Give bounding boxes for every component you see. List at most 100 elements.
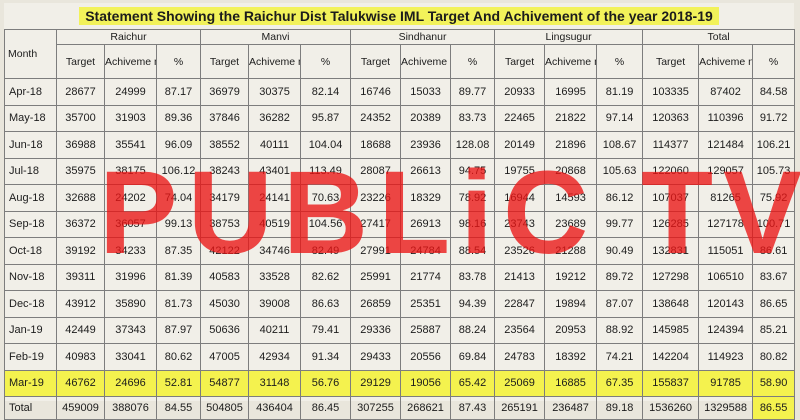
table-cell: 121484	[698, 131, 754, 159]
table-cell: 24783	[494, 343, 546, 371]
table-cell: 25991	[350, 263, 402, 291]
table-row: Jun-18 36988 35541 96.09 38552 40111 104.04 186…	[4, 131, 796, 159]
table-cell: 38243	[200, 157, 250, 185]
table-cell: 21288	[544, 237, 598, 265]
table-cell: 89.36	[155, 104, 202, 132]
table-cell: 23564	[494, 316, 546, 344]
table-cell: 14593	[544, 184, 598, 212]
table-cell: 40111	[248, 131, 302, 159]
table-cell: 90.49	[596, 237, 644, 265]
total-cell: 1329588	[698, 396, 754, 420]
table-cell: 38753	[200, 210, 250, 238]
month-cell: Apr-18	[4, 78, 57, 106]
table-cell: 138648	[642, 290, 700, 318]
table-cell: 39311	[56, 263, 105, 291]
table-cell: 65.42	[450, 369, 496, 397]
table-cell: 98.16	[450, 210, 496, 238]
table-cell: 21822	[544, 104, 598, 132]
table-cell: 81.73	[155, 290, 202, 318]
sub-header-percent: %	[752, 44, 796, 79]
table-cell: 95.87	[300, 104, 352, 132]
total-cell: 86.55	[752, 396, 796, 420]
table-cell: 155837	[642, 369, 700, 397]
table-cell: 21896	[544, 131, 598, 159]
total-cell: 459009	[56, 396, 105, 420]
table-cell: 81.19	[596, 78, 644, 106]
table-cell: 108.67	[596, 131, 644, 159]
table-cell: 38175	[104, 157, 157, 185]
table-cell: 35700	[56, 104, 105, 132]
month-cell: May-18	[4, 104, 57, 132]
table-cell: 20868	[544, 157, 598, 185]
table-cell: 33041	[104, 343, 157, 371]
table-cell: 24696	[104, 369, 157, 397]
sub-header-achievement: Achiveme nt	[698, 44, 754, 79]
table-cell: 115051	[698, 237, 754, 265]
table-cell: 82.14	[300, 78, 352, 106]
table-cell: 129057	[698, 157, 754, 185]
group-header-sindhanur: Sindhanur	[350, 29, 496, 45]
table-cell: 124394	[698, 316, 754, 344]
table-cell: 82.49	[300, 237, 352, 265]
table-cell: 58.90	[752, 369, 796, 397]
table-cell: 91.72	[752, 104, 796, 132]
table-cell: 126285	[642, 210, 700, 238]
total-cell: 307255	[350, 396, 402, 420]
table-cell: 128.08	[450, 131, 496, 159]
month-cell: Jul-18	[4, 157, 57, 185]
table-cell: 22847	[494, 290, 546, 318]
month-cell: Feb-19	[4, 343, 57, 371]
table-cell: 54877	[200, 369, 250, 397]
table-cell: 40583	[200, 263, 250, 291]
table-cell: 87.97	[155, 316, 202, 344]
table-cell: 34179	[200, 184, 250, 212]
table-cell: 94.39	[450, 290, 496, 318]
table-cell: 25069	[494, 369, 546, 397]
table-cell: 24999	[104, 78, 157, 106]
table-cell: 85.21	[752, 316, 796, 344]
table-cell: 20953	[544, 316, 598, 344]
group-header-raichur: Raichur	[55, 29, 202, 45]
table-cell: 36282	[248, 104, 302, 132]
table-cell: 34746	[248, 237, 302, 265]
table-cell: 19212	[544, 263, 598, 291]
table-cell: 110396	[698, 104, 754, 132]
table-cell: 84.58	[752, 78, 796, 106]
table-row: Apr-18 28677 24999 87.17 36979 30375 82.14 1674…	[4, 78, 796, 106]
table-cell: 50636	[200, 316, 250, 344]
total-cell: 265191	[494, 396, 546, 420]
table-cell: 24784	[400, 237, 452, 265]
table-cell: 19056	[400, 369, 452, 397]
total-cell: 84.55	[155, 396, 202, 420]
sub-header-target: Target	[642, 44, 700, 79]
total-cell: 268621	[400, 396, 452, 420]
table-row: Mar-19 46762 24696 52.81 54877 31148 56.76 2912…	[4, 369, 796, 397]
table-cell: 31148	[248, 369, 302, 397]
sub-header-percent: %	[300, 44, 352, 79]
group-header-manvi: Manvi	[200, 29, 352, 45]
sub-header-target: Target	[200, 44, 250, 79]
table-cell: 91.34	[300, 343, 352, 371]
table-row: Sep-18 36372 36057 99.13 38753 40519 104.56 274…	[4, 210, 796, 238]
table-cell: 20933	[494, 78, 546, 106]
sub-header-percent: %	[450, 44, 496, 79]
table-cell: 39008	[248, 290, 302, 318]
table-cell: 96.09	[155, 131, 202, 159]
table-cell: 39192	[56, 237, 105, 265]
table-cell: 27991	[350, 237, 402, 265]
table-cell: 21413	[494, 263, 546, 291]
table-cell: 23743	[494, 210, 546, 238]
table-cell: 40519	[248, 210, 302, 238]
table-cell: 79.41	[300, 316, 352, 344]
table-cell: 105.63	[596, 157, 644, 185]
table-cell: 27417	[350, 210, 402, 238]
table-row: Nov-18 39311 31996 81.39 40583 33528 82.62 2599…	[4, 263, 796, 291]
total-cell: 504805	[200, 396, 250, 420]
table-cell: 103335	[642, 78, 700, 106]
table-cell: 42934	[248, 343, 302, 371]
table-cell: 78.92	[450, 184, 496, 212]
month-cell: Aug-18	[4, 184, 57, 212]
sub-header-target: Target	[350, 44, 402, 79]
table-cell: 26913	[400, 210, 452, 238]
table-cell: 43401	[248, 157, 302, 185]
